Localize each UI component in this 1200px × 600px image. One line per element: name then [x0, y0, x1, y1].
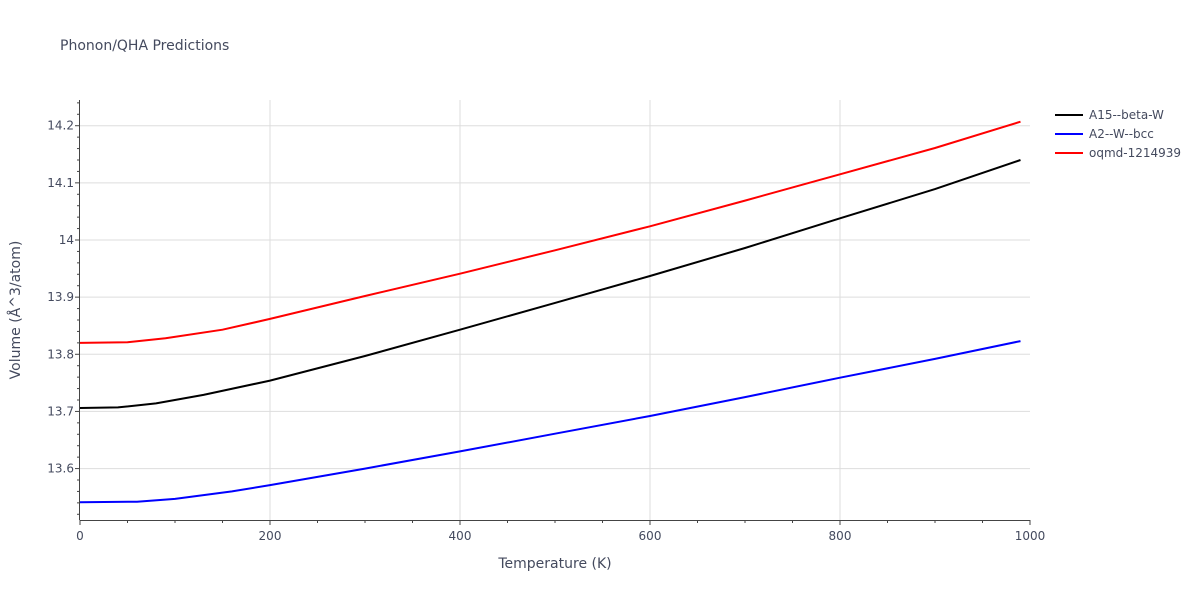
series-line — [79, 159, 1021, 409]
legend-item[interactable]: oqmd-1214939 — [1055, 146, 1181, 160]
plot-area — [79, 120, 1021, 504]
y-axis-title: Volume (Å^3/atom) — [7, 241, 24, 380]
y-tick-label: 13.7 — [47, 404, 74, 418]
x-axis-title: Temperature (K) — [497, 556, 611, 572]
axes: 0 200 400 600 800 1000 13.6 13.7 13.8 13.9 14 14.1 1… — [47, 100, 1045, 543]
legend[interactable]: A15--beta-W A2--W--bcc oqmd-1214939 — [1055, 108, 1181, 160]
y-tick-label: 14.1 — [47, 176, 74, 190]
y-tick-label: 14.2 — [47, 119, 74, 133]
chart-title: Phonon/QHA Predictions — [60, 38, 229, 54]
y-tick-label: 13.8 — [47, 347, 74, 361]
legend-label: A2--W--bcc — [1089, 127, 1154, 141]
x-tick-label: 1000 — [1015, 529, 1046, 543]
x-tick-label: 600 — [639, 529, 662, 543]
x-tick-label: 400 — [449, 529, 472, 543]
series-line — [79, 340, 1021, 504]
x-tick-label: 0 — [76, 529, 84, 543]
y-tick-label: 13.9 — [47, 290, 74, 304]
legend-label: A15--beta-W — [1089, 108, 1164, 122]
y-tick-label: 13.6 — [47, 462, 74, 476]
legend-item[interactable]: A15--beta-W — [1055, 108, 1164, 122]
legend-item[interactable]: A2--W--bcc — [1055, 127, 1154, 141]
grid — [80, 100, 1030, 520]
series-line — [79, 120, 1021, 344]
legend-label: oqmd-1214939 — [1089, 146, 1181, 160]
x-tick-label: 800 — [829, 529, 852, 543]
x-tick-label: 200 — [259, 529, 282, 543]
y-tick-label: 14 — [59, 233, 74, 247]
